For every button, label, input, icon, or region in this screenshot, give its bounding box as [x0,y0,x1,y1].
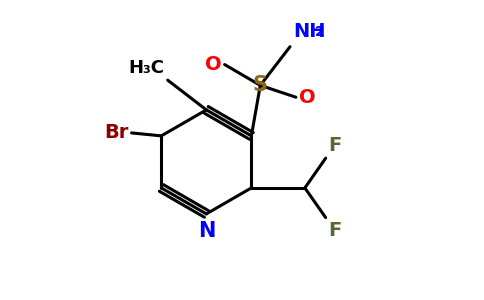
Text: O: O [205,55,222,74]
Text: Br: Br [104,123,129,142]
Text: 2: 2 [315,25,325,39]
Text: S: S [253,75,268,95]
Text: NH: NH [293,22,325,41]
Text: F: F [329,220,342,240]
Text: N: N [197,221,215,241]
Text: H₃C: H₃C [129,59,165,77]
Text: O: O [299,88,316,107]
Text: F: F [329,136,342,155]
